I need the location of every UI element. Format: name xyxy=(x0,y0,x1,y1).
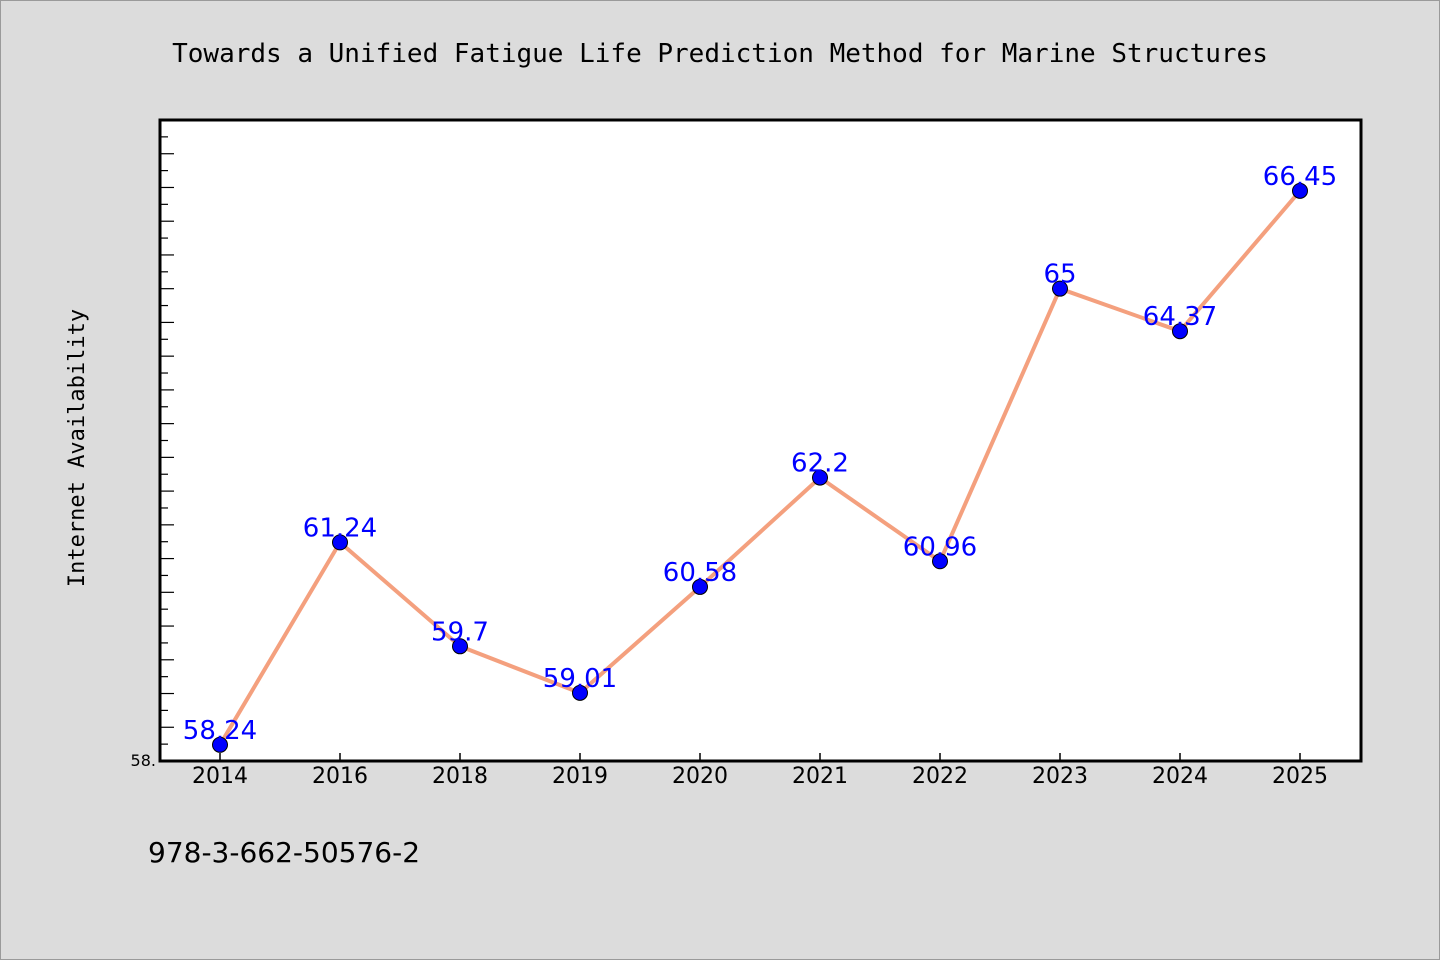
data-label: 59.7 xyxy=(431,617,489,647)
data-point xyxy=(212,736,228,753)
markers-group xyxy=(212,182,1308,753)
data-point xyxy=(1172,323,1188,340)
data-label: 62.2 xyxy=(791,449,849,479)
x-tick-label: 2014 xyxy=(192,764,248,789)
data-point xyxy=(812,469,828,486)
data-label: 59.01 xyxy=(543,664,617,694)
data-label: 58.24 xyxy=(183,716,257,746)
series-line-group xyxy=(218,188,1302,747)
data-point xyxy=(332,534,348,551)
data-labels-group: 58.24 61.24 59.7 59.01 60.58 62.2 60.96 65 64.37… xyxy=(183,162,1337,746)
data-point xyxy=(1052,280,1068,297)
plot-area xyxy=(160,120,1361,761)
x-tick-label: 2024 xyxy=(1152,764,1208,789)
data-label: 65 xyxy=(1043,260,1076,290)
series-line xyxy=(218,188,1302,747)
x-tick-label: 2021 xyxy=(792,764,848,789)
x-tick-label: 2023 xyxy=(1032,764,1088,789)
data-label: 60.58 xyxy=(663,558,737,588)
data-label: 60.96 xyxy=(903,532,977,562)
x-tick-label: 2019 xyxy=(552,764,608,789)
x-tick-label: 2018 xyxy=(432,764,488,789)
data-point xyxy=(932,553,948,570)
data-label: 66.45 xyxy=(1263,162,1337,192)
x-axis-ticks: 2014 2016 2018 2019 2020 2021 2022 2023 2024 2025 xyxy=(192,753,1328,789)
plot-border xyxy=(158,118,1363,763)
x-tick-label: 2022 xyxy=(912,764,968,789)
data-label: 61.24 xyxy=(303,513,377,543)
data-point xyxy=(452,638,468,655)
data-point xyxy=(692,578,708,595)
data-label: 64.37 xyxy=(1143,302,1217,332)
x-tick-label: 2025 xyxy=(1272,764,1328,789)
x-tick-label: 2016 xyxy=(312,764,368,789)
chart-title: Towards a Unified Fatigue Life Predictio… xyxy=(172,39,1268,69)
data-point xyxy=(572,684,588,701)
y-axis-label: Internet Availability xyxy=(65,309,90,587)
y-tick-label: 58. xyxy=(131,751,156,770)
data-point xyxy=(1292,182,1308,199)
x-tick-label: 2020 xyxy=(672,764,728,789)
isbn-footnote: 978-3-662-50576-2 xyxy=(148,836,420,869)
